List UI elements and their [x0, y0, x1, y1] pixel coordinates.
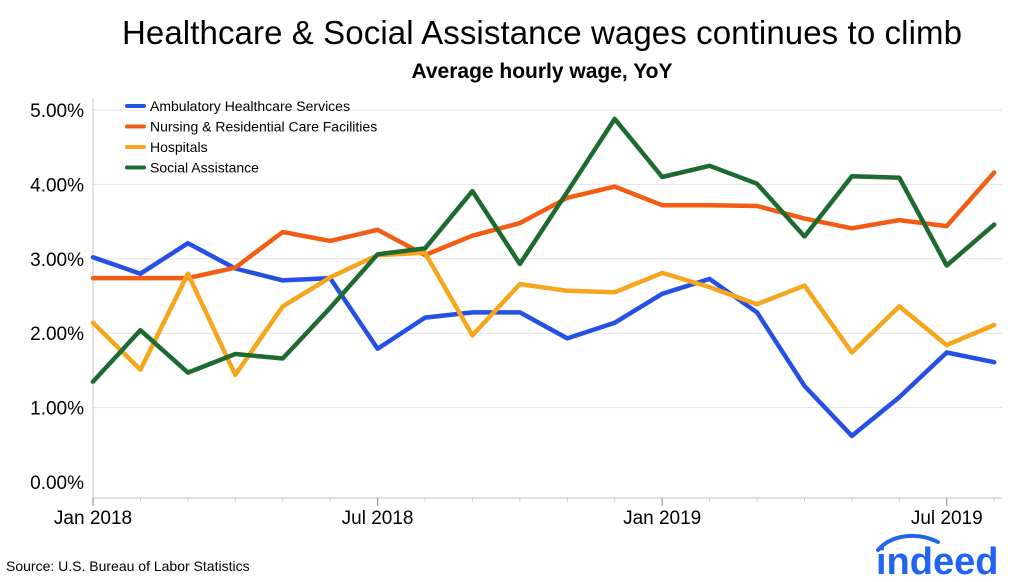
legend-label: Ambulatory Healthcare Services: [150, 98, 350, 114]
indeed-logo: indeed: [876, 533, 998, 578]
legend: Ambulatory Healthcare Services Nursing & …: [125, 98, 377, 176]
x-tick-label: Jul 2019: [911, 508, 983, 529]
series-line: [90, 240, 997, 439]
series-lines: [90, 116, 997, 439]
axes: 0.00% 1.00% 2.00% 3.00% 4.00% 5.00% Jan 2018 Ju…: [30, 98, 1002, 529]
svg-text:indeed: indeed: [876, 541, 998, 578]
x-tick-label: Jul 2018: [342, 508, 414, 529]
chart-subtitle: Average hourly wage, YoY: [411, 60, 673, 83]
grid-lines: [93, 109, 1002, 409]
y-tick-label: 3.00%: [30, 250, 84, 271]
series-line: [90, 116, 997, 384]
y-tick-label: 2.00%: [30, 324, 84, 345]
chart-title: Healthcare & Social Assistance wages con…: [121, 14, 963, 51]
x-tick-label: Jan 2018: [54, 508, 132, 529]
series-line: [90, 170, 997, 281]
source-note: Source: U.S. Bureau of Labor Statistics: [6, 558, 250, 574]
legend-label: Social Assistance: [150, 160, 259, 176]
y-tick-label: 0.00%: [30, 473, 84, 494]
x-tick-label: Jan 2019: [623, 508, 701, 529]
y-tick-label: 1.00%: [30, 399, 84, 420]
y-tick-label: 4.00%: [30, 175, 84, 196]
y-tick-label: 5.00%: [30, 101, 84, 122]
series-line: [90, 250, 997, 378]
legend-label: Hospitals: [150, 139, 208, 155]
legend-label: Nursing & Residential Care Facilities: [150, 119, 377, 135]
